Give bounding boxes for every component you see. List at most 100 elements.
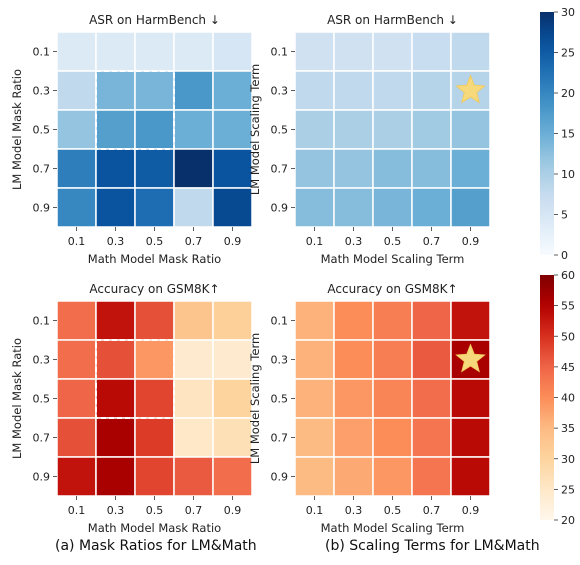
highlight-box bbox=[95, 70, 175, 150]
heatmap-cell-r4-c3 bbox=[134, 148, 175, 189]
heatmap-cell-r3-c4 bbox=[173, 378, 214, 419]
x-tick-label: 0.5 bbox=[384, 235, 402, 248]
panel-title: ASR on HarmBench ↓ bbox=[327, 13, 458, 27]
y-tick-label: 0.5 bbox=[271, 393, 289, 406]
heatmap-cell-r1-c3 bbox=[134, 31, 175, 72]
colorbar-tick-label: 5 bbox=[561, 209, 568, 222]
heatmap-cell-r1-c1 bbox=[56, 31, 97, 72]
x-tick-label: 0.7 bbox=[423, 504, 441, 517]
x-tick-label: 0.1 bbox=[68, 504, 86, 517]
x-axis-label: Math Model Mask Ratio bbox=[88, 252, 221, 266]
heatmap-cell-r2-c3 bbox=[372, 70, 413, 111]
colorbar-tick-label: 55 bbox=[561, 300, 575, 313]
heatmap-cell-r4-c2 bbox=[95, 148, 136, 189]
y-tick-label: 0.1 bbox=[33, 46, 51, 59]
heatmap-cell-r1-c4 bbox=[173, 300, 214, 341]
heatmap-cell-r4-c1 bbox=[56, 148, 97, 189]
heatmap-cell-r2-c5 bbox=[212, 339, 253, 380]
caption-right: (b) Scaling Terms for LM&Math bbox=[325, 538, 540, 554]
heatmap-panel-4: Accuracy on GSM8K↑ 0.1 0.3 0.5 0.7 0.9 0.1 0.3 0… bbox=[248, 282, 491, 535]
y-tick-label: 0.9 bbox=[33, 202, 51, 215]
y-tick-label: 0.1 bbox=[33, 315, 51, 328]
y-tick-label: 0.7 bbox=[271, 432, 289, 445]
heatmap-cell-r4-c1 bbox=[294, 148, 335, 189]
heatmap-cell-r2-c1 bbox=[56, 339, 97, 380]
heatmap-cell-r5-c3 bbox=[134, 187, 175, 228]
colorbar-tick-label: 50 bbox=[561, 330, 575, 343]
x-tick-label: 0.3 bbox=[107, 235, 125, 248]
heatmap-cell-r2-c5 bbox=[212, 70, 253, 111]
x-tick-label: 0.7 bbox=[423, 235, 441, 248]
y-tick-label: 0.3 bbox=[33, 354, 51, 367]
heatmap-cell-r1-c3 bbox=[372, 31, 413, 72]
heatmap-cell-r5-c1 bbox=[294, 456, 335, 497]
caption-left: (a) Mask Ratios for LM&Math bbox=[55, 538, 257, 554]
heatmap-cell-r4-c4 bbox=[173, 417, 214, 458]
x-tick-label: 0.5 bbox=[146, 235, 164, 248]
heatmap-cell-r3-c2 bbox=[95, 109, 136, 150]
heatmap-cell-r2-c4 bbox=[173, 339, 214, 380]
y-tick-label: 0.3 bbox=[271, 354, 289, 367]
y-tick-label: 0.3 bbox=[271, 85, 289, 98]
x-tick-label: 0.3 bbox=[345, 504, 363, 517]
x-tick-label: 0.5 bbox=[384, 504, 402, 517]
heatmap-cell-r4-c5 bbox=[450, 417, 491, 458]
y-axis-label: LM Model Mask Ratio bbox=[10, 69, 24, 190]
heatmap-cell-r5-c3 bbox=[372, 187, 413, 228]
heatmap-cell-r1-c4 bbox=[411, 31, 452, 72]
heatmap-cell-r5-c2 bbox=[333, 187, 374, 228]
heatmap-cell-r3-c1 bbox=[294, 109, 335, 150]
x-axis-label: Math Model Scaling Term bbox=[321, 252, 465, 266]
heatmap-cell-r5-c5 bbox=[212, 187, 253, 228]
heatmap-cell-r1-c5 bbox=[212, 300, 253, 341]
heatmap-cell-r2-c2 bbox=[333, 70, 374, 111]
heatmap-cell-r3-c5 bbox=[212, 378, 253, 419]
y-tick-label: 0.7 bbox=[33, 163, 51, 176]
heatmap-cell-r4-c4 bbox=[411, 148, 452, 189]
heatmap-cell-r1-c5 bbox=[450, 300, 491, 341]
colorbar-tick-label: 30 bbox=[561, 453, 575, 466]
heatmap-cell-r1-c3 bbox=[134, 300, 175, 341]
heatmap-cell-r5-c1 bbox=[56, 187, 97, 228]
colorbar-tick-label: 10 bbox=[561, 168, 575, 181]
y-tick-label: 0.3 bbox=[33, 85, 51, 98]
heatmap-cell-r4-c3 bbox=[372, 417, 413, 458]
heatmap-cell-r4-c5 bbox=[212, 148, 253, 189]
heatmap-cell-r1-c2 bbox=[333, 31, 374, 72]
x-tick-label: 0.3 bbox=[345, 235, 363, 248]
heatmap-cell-r1-c4 bbox=[173, 31, 214, 72]
colorbar-1: 0 5 10 15 20 25 30 bbox=[540, 6, 575, 262]
heatmap-cell-r2-c2 bbox=[95, 339, 136, 380]
colorbar-tick-label: 25 bbox=[561, 483, 575, 496]
colorbar-gradient bbox=[540, 275, 554, 520]
heatmap-cell-r3-c5 bbox=[450, 378, 491, 419]
heatmap-cell-r4-c2 bbox=[95, 417, 136, 458]
y-tick-label: 0.7 bbox=[271, 163, 289, 176]
heatmap-cell-r3-c4 bbox=[411, 378, 452, 419]
star-marker bbox=[455, 74, 486, 104]
heatmap-cell-r2-c3 bbox=[372, 339, 413, 380]
heatmap-cell-r5-c3 bbox=[372, 456, 413, 497]
heatmap-cell-r3-c2 bbox=[333, 378, 374, 419]
heatmap-cell-r5-c5 bbox=[450, 456, 491, 497]
heatmap-cell-r2-c1 bbox=[294, 70, 335, 111]
x-axis-label: Math Model Scaling Term bbox=[321, 521, 465, 535]
heatmap-cell-r3-c1 bbox=[56, 109, 97, 150]
heatmap-cell-r5-c4 bbox=[173, 187, 214, 228]
colorbar-tick-label: 20 bbox=[561, 514, 575, 527]
colorbar-tick-label: 60 bbox=[561, 269, 575, 282]
heatmap-cell-r5-c5 bbox=[212, 456, 253, 497]
heatmap-cell-r1-c4 bbox=[411, 300, 452, 341]
heatmap-cell-r4-c5 bbox=[212, 417, 253, 458]
x-tick-label: 0.9 bbox=[462, 504, 480, 517]
y-tick-label: 0.5 bbox=[271, 124, 289, 137]
colorbar-gradient bbox=[540, 12, 554, 255]
heatmap-cell-r4-c3 bbox=[372, 148, 413, 189]
y-tick-label: 0.5 bbox=[33, 393, 51, 406]
colorbar-tick-label: 25 bbox=[561, 47, 575, 60]
heatmap-cell-r1-c3 bbox=[372, 300, 413, 341]
y-tick-label: 0.5 bbox=[33, 124, 51, 137]
heatmap-cell-r2-c3 bbox=[134, 70, 175, 111]
heatmap-cell-r2-c1 bbox=[56, 70, 97, 111]
heatmap-cell-r4-c1 bbox=[294, 417, 335, 458]
